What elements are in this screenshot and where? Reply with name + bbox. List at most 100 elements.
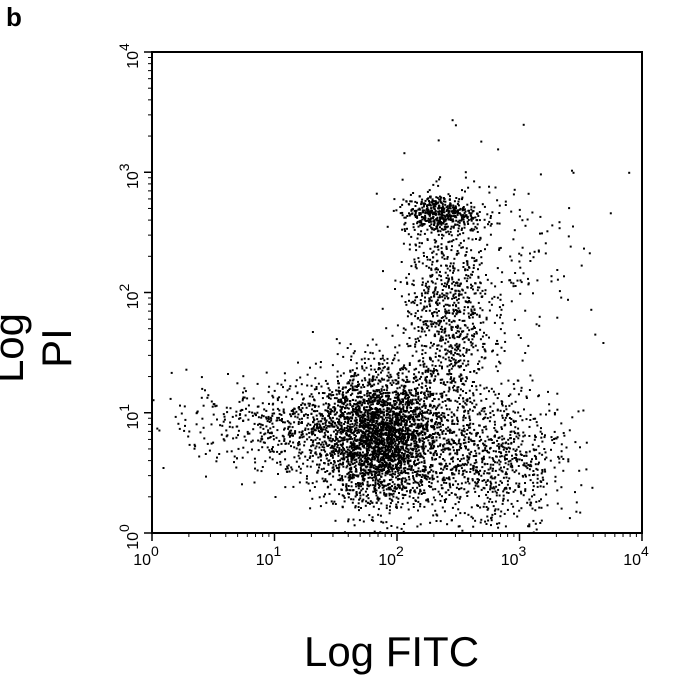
data-point (333, 468, 336, 471)
data-point (414, 439, 417, 442)
data-point (359, 390, 362, 393)
data-point (407, 370, 410, 373)
data-point (385, 384, 388, 387)
data-point (447, 426, 450, 429)
data-point (454, 223, 457, 226)
data-point (452, 308, 455, 311)
data-point (449, 429, 452, 432)
data-point (395, 446, 398, 449)
data-point (433, 213, 436, 216)
data-point (429, 258, 432, 261)
data-point (340, 424, 343, 427)
data-point (343, 500, 346, 503)
data-point (342, 412, 345, 415)
data-point (396, 463, 398, 466)
data-point (351, 474, 354, 477)
data-point (338, 382, 340, 385)
data-point (420, 425, 423, 428)
data-point (431, 260, 434, 263)
data-point (398, 418, 401, 421)
data-point (338, 418, 340, 421)
data-point (414, 345, 417, 348)
data-point (348, 479, 351, 482)
data-point (419, 411, 422, 414)
data-point (303, 444, 306, 447)
data-point (343, 423, 346, 425)
data-point (379, 460, 382, 463)
data-point (444, 348, 447, 351)
data-point (408, 468, 411, 471)
data-point (383, 484, 386, 487)
data-point (452, 442, 455, 444)
data-point (300, 409, 303, 412)
data-point (391, 391, 394, 394)
data-point (450, 381, 453, 384)
data-point (452, 379, 455, 382)
data-point (429, 390, 432, 393)
data-point (440, 345, 443, 348)
data-point (373, 400, 376, 403)
data-point (479, 393, 482, 395)
data-point (306, 465, 309, 468)
data-point (359, 497, 362, 500)
data-point (366, 453, 369, 456)
data-point (410, 313, 413, 316)
data-point (391, 468, 394, 471)
data-point (428, 225, 431, 227)
data-point (367, 476, 370, 479)
data-point (416, 415, 419, 418)
data-point (448, 359, 451, 362)
data-point (424, 322, 427, 325)
data-point (374, 425, 377, 428)
data-point (460, 467, 463, 470)
data-point (361, 463, 364, 466)
data-point (421, 328, 424, 331)
data-point (400, 415, 403, 418)
data-point (383, 378, 386, 381)
data-point (479, 413, 482, 416)
data-point (431, 474, 434, 477)
data-point (411, 354, 414, 357)
data-point (403, 386, 406, 389)
data-point (361, 379, 364, 382)
data-point (416, 406, 419, 409)
data-point (434, 422, 437, 425)
data-point (339, 462, 342, 465)
data-point (452, 281, 455, 283)
data-point (445, 210, 448, 212)
data-point (352, 489, 355, 491)
data-point (400, 421, 403, 424)
data-point (439, 339, 442, 342)
data-point (455, 197, 458, 199)
data-point (415, 452, 418, 455)
data-point (441, 208, 443, 211)
data-point (424, 217, 427, 220)
data-point (431, 273, 434, 276)
data-point (280, 383, 283, 386)
data-point (467, 513, 470, 516)
data-point (413, 459, 416, 462)
data-point (276, 461, 279, 464)
data-point (501, 322, 504, 325)
data-point (314, 410, 317, 413)
data-point (381, 465, 384, 468)
data-point (443, 412, 446, 415)
data-point (361, 487, 364, 490)
data-point (347, 419, 350, 422)
data-point (480, 399, 483, 402)
data-point (446, 256, 449, 258)
data-point (443, 305, 445, 308)
data-point (391, 493, 394, 496)
data-point (416, 295, 418, 298)
data-point (430, 437, 433, 440)
data-point (520, 386, 523, 389)
data-point (499, 313, 502, 316)
data-point (273, 412, 276, 415)
data-point (360, 386, 363, 389)
data-point (395, 439, 398, 442)
data-point (377, 426, 379, 429)
data-point (413, 373, 416, 376)
data-point (448, 484, 451, 487)
data-point (368, 457, 371, 460)
data-point (400, 506, 403, 509)
